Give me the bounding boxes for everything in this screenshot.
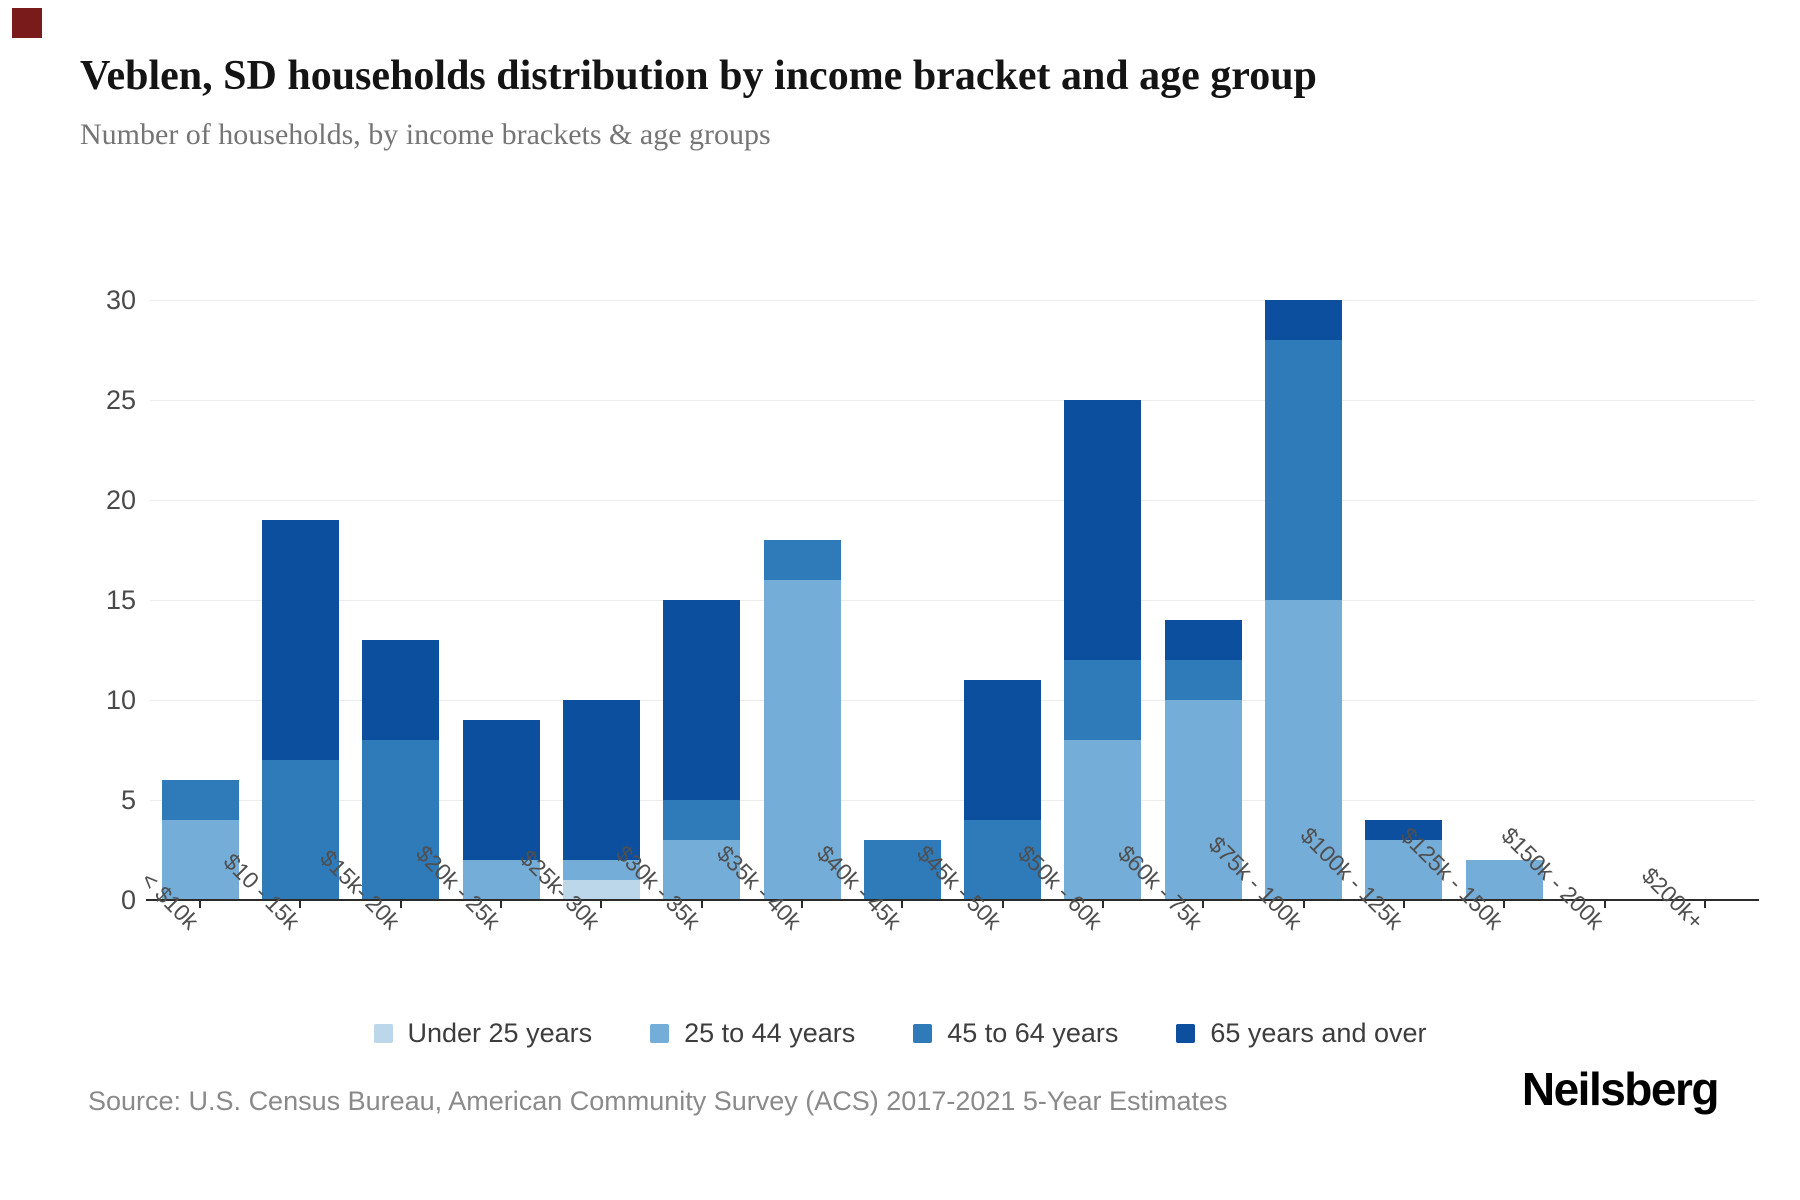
bar-segment-45-to-64-years	[261, 760, 339, 900]
bar-segment-25-to-44-years	[663, 840, 741, 900]
gridline-10	[150, 700, 1755, 701]
x-tick--15k-20k	[399, 900, 402, 908]
chart-subtitle: Number of households, by income brackets…	[80, 118, 771, 151]
bar-segment-65-years-and-over	[663, 600, 741, 800]
y-tick-label-5: 5	[120, 785, 136, 815]
bar-segment-65-years-and-over	[1365, 820, 1443, 840]
bar-segment-45-to-64-years	[1164, 660, 1242, 700]
bar--10-15k	[261, 520, 339, 900]
bar--25k-30k	[562, 700, 640, 900]
legend-label-under-25-years: Under 25 years	[407, 1018, 593, 1048]
bar-segment-45-to-64-years	[964, 820, 1042, 900]
x-tick--100k-125k	[1402, 900, 1405, 908]
legend-swatch-45-to-64-years	[913, 1024, 933, 1043]
corner-marker	[12, 8, 42, 38]
bar-segment-45-to-64-years	[362, 740, 440, 900]
bar-segment-45-to-64-years	[863, 840, 941, 900]
bar-segment-65-years-and-over	[462, 720, 540, 860]
bar-segment-25-to-44-years	[562, 860, 640, 880]
x-tick--200k-	[1703, 900, 1706, 908]
brand-logo: Neilsberg	[1521, 1063, 1720, 1115]
bar--40k-45k	[863, 840, 941, 900]
x-tick--150k-200k	[1603, 900, 1606, 908]
bar--125k-150k	[1465, 860, 1543, 900]
x-tick--75k-100k	[1302, 900, 1305, 908]
bar-segment-25-to-44-years	[763, 580, 841, 900]
bar-segment-65-years-and-over	[1164, 620, 1242, 660]
x-tick--60k-75k	[1202, 900, 1205, 908]
legend-label-65-years-and-over: 65 years and over	[1210, 1018, 1427, 1048]
gridline-20	[150, 500, 1755, 501]
bar-segment-25-to-44-years	[1064, 740, 1142, 900]
bar-segment-under-25-years	[562, 880, 640, 900]
legend-swatch-65-years-and-over	[1176, 1024, 1196, 1043]
legend-item-45-to-64-years: 45 to 64 years	[913, 1018, 1118, 1049]
bar-segment-45-to-64-years	[663, 800, 741, 840]
y-tick-label-30: 30	[105, 285, 136, 315]
x-tick--40k-45k	[901, 900, 904, 908]
bar-segment-65-years-and-over	[362, 640, 440, 740]
bar--75k-100k	[1265, 300, 1343, 900]
x-tick--25k-30k	[600, 900, 603, 908]
x-tick--10k	[199, 900, 202, 908]
y-tick-label-10: 10	[105, 685, 136, 715]
bar-segment-45-to-64-years	[161, 780, 239, 820]
bar-segment-25-to-44-years	[161, 820, 239, 900]
bar-segment-25-to-44-years	[1265, 600, 1343, 900]
y-tick-label-0: 0	[120, 885, 136, 915]
legend-item-under-25-years: Under 25 years	[373, 1018, 593, 1049]
bar-segment-65-years-and-over	[1265, 300, 1343, 340]
legend-swatch-under-25-years	[373, 1024, 393, 1043]
x-tick--30k-35k	[700, 900, 703, 908]
x-tick--10-15k	[299, 900, 302, 908]
bar--45k-50k	[964, 680, 1042, 900]
bar-segment-25-to-44-years	[1365, 840, 1443, 900]
legend-item-25-to-44-years: 25 to 44 years	[650, 1018, 855, 1049]
gridline-30	[150, 300, 1755, 301]
chart-title: Veblen, SD households distribution by in…	[80, 53, 1317, 99]
legend: Under 25 years 25 to 44 years 45 to 64 yea…	[0, 1018, 1800, 1049]
bar-segment-65-years-and-over	[964, 680, 1042, 820]
legend-label-45-to-64-years: 45 to 64 years	[947, 1018, 1119, 1048]
bar-segment-45-to-64-years	[1265, 340, 1343, 600]
source-note: Source: U.S. Census Bureau, American Com…	[88, 1086, 1228, 1116]
x-tick--20k-25k	[500, 900, 503, 908]
bar-segment-65-years-and-over	[562, 700, 640, 860]
bar-segment-65-years-and-over	[1064, 400, 1142, 660]
bar-segment-25-to-44-years	[1465, 860, 1543, 900]
bar--15k-20k	[362, 640, 440, 900]
bar-segment-45-to-64-years	[1064, 660, 1142, 740]
bar-segment-25-to-44-years	[462, 860, 540, 900]
bar--10k	[161, 780, 239, 900]
bar--100k-125k	[1365, 820, 1443, 900]
bar--20k-25k	[462, 720, 540, 900]
bar--50k-60k	[1064, 400, 1142, 900]
legend-item-65-years-and-over: 65 years and over	[1176, 1018, 1427, 1049]
y-tick-label-25: 25	[105, 385, 136, 415]
legend-swatch-25-to-44-years	[650, 1024, 670, 1043]
x-tick--35k-40k	[801, 900, 804, 908]
bar--60k-75k	[1164, 620, 1242, 900]
gridline-15	[150, 600, 1755, 601]
x-tick--50k-60k	[1101, 900, 1104, 908]
x-tick--125k-150k	[1503, 900, 1506, 908]
gridline-25	[150, 400, 1755, 401]
y-tick-label-15: 15	[105, 585, 136, 615]
bar-segment-45-to-64-years	[763, 540, 841, 580]
bar-segment-25-to-44-years	[1164, 700, 1242, 900]
x-axis-line	[146, 899, 1759, 901]
legend-label-25-to-44-years: 25 to 44 years	[684, 1018, 856, 1048]
bar--35k-40k	[763, 540, 841, 900]
y-tick-label-20: 20	[105, 485, 136, 515]
plot-area	[150, 300, 1755, 900]
bar--30k-35k	[663, 600, 741, 900]
x-tick--45k-50k	[1001, 900, 1004, 908]
gridline-5	[150, 800, 1755, 801]
bar-segment-65-years-and-over	[261, 520, 339, 760]
